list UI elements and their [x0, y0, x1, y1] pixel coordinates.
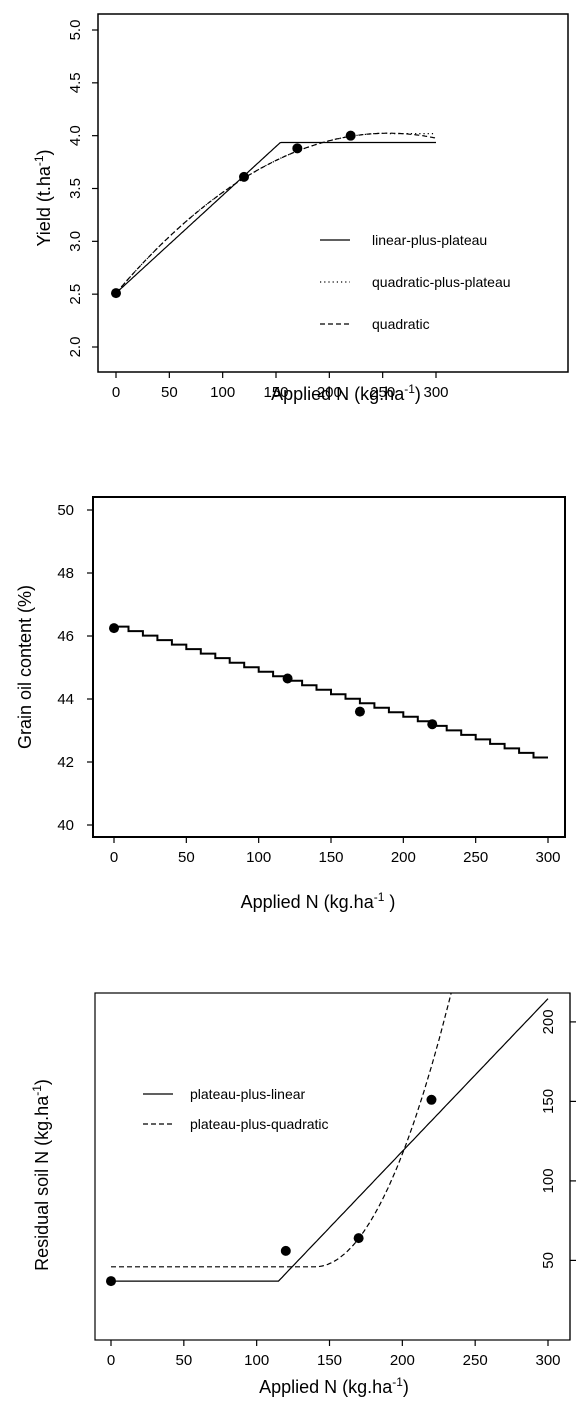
x-tick-label: 300: [535, 1352, 560, 1369]
y-axis-label: Residual soil N (kg.ha-1): [30, 1079, 52, 1271]
data-point: [345, 130, 356, 141]
x-tick-label: 200: [317, 384, 342, 401]
x-axis-label: Applied N (kg.ha-1): [259, 1375, 409, 1397]
y-tick-label: 48: [57, 565, 74, 582]
x-axis-ticks: 0 50 100 150 200 250 300: [112, 372, 449, 401]
x-tick-label: 250: [370, 384, 395, 401]
y-tick-label: 5.0: [67, 20, 84, 41]
y-axis-ticks: 2.0 2.5 3.0 3.5 4.0 4.5 5.0: [67, 20, 98, 358]
y-tick-label: 42: [57, 754, 74, 771]
data-point: [109, 623, 119, 634]
series-line-quadratic-plus-plateau: [115, 132, 436, 294]
x-tick-label: 0: [110, 849, 118, 866]
series-lines: [111, 993, 549, 1282]
legend-label: quadratic: [372, 316, 430, 332]
data-point: [426, 1094, 437, 1105]
legend: linear-plus-plateau quadratic-plus-platea…: [320, 232, 511, 332]
x-tick-label: 150: [263, 384, 288, 401]
x-tick-label: 0: [112, 384, 120, 401]
yield-chart: 0 50 100 150 200 250 300 2.0 2.5 3.0 3.5 4.0 4.5 5.0…: [32, 13, 569, 404]
x-tick-label: 50: [175, 1352, 192, 1369]
x-axis-ticks: 0 50 100 150 200 250 300: [110, 837, 561, 866]
x-tick-label: 50: [178, 849, 195, 866]
series-line-fit: [114, 625, 548, 759]
data-point: [239, 171, 249, 182]
legend-label: plateau-plus-linear: [190, 1086, 306, 1102]
observed-points: [109, 623, 438, 730]
x-tick-label: 200: [391, 849, 416, 866]
series-lines: [114, 625, 548, 759]
grain-oil-chart: 0 50 100 150 200 250 300 40 42 44 46 48 50 Applied …: [15, 496, 566, 912]
data-point: [353, 1233, 364, 1244]
y-tick-label: 150: [540, 1089, 557, 1114]
y-axis-ticks: 50 100 150 200: [540, 1009, 576, 1269]
x-tick-label: 100: [210, 384, 235, 401]
data-point: [292, 143, 303, 154]
data-point: [427, 719, 438, 730]
plot-frame: [92, 496, 566, 838]
y-tick-label: 2.5: [67, 284, 84, 305]
y-axis-label: Grain oil content (%): [15, 585, 35, 749]
data-point: [280, 1245, 291, 1256]
series-lines: [115, 132, 437, 294]
series-line-plateau-plus-quadratic: [111, 993, 452, 1268]
y-axis-ticks: 40 42 44 46 48 50: [57, 502, 93, 834]
data-point: [282, 673, 293, 684]
y-tick-label: 3.5: [67, 178, 84, 199]
x-tick-label: 200: [390, 1352, 415, 1369]
y-tick-label: 2.0: [67, 337, 84, 358]
y-tick-label: 40: [57, 817, 74, 834]
plot-frame: [97, 13, 569, 373]
y-tick-label: 4.5: [67, 72, 84, 93]
legend: plateau-plus-linear plateau-plus-quadrati…: [143, 1086, 329, 1132]
data-point: [106, 1276, 116, 1287]
y-tick-label: 3.0: [67, 231, 84, 252]
x-axis-label: Applied N (kg.ha-1 ): [241, 890, 396, 912]
legend-label: quadratic-plus-plateau: [372, 274, 511, 290]
legend-label: plateau-plus-quadratic: [190, 1116, 329, 1132]
y-tick-label: 200: [540, 1009, 557, 1034]
y-tick-label: 4.0: [67, 125, 84, 146]
x-tick-label: 0: [107, 1352, 115, 1369]
residual-soil-n-chart: 0 50 100 150 200 250 300 50 100 150 200 plateau-p…: [30, 992, 576, 1397]
series-line-plateau-plus-linear: [111, 998, 549, 1282]
data-point: [111, 288, 121, 299]
x-tick-label: 150: [318, 849, 343, 866]
x-tick-label: 150: [317, 1352, 342, 1369]
observed-points: [111, 130, 356, 299]
y-axis-label: Yield (t.ha-1): [32, 149, 54, 246]
y-tick-label: 46: [57, 628, 74, 645]
x-tick-label: 250: [463, 1352, 488, 1369]
y-tick-label: 100: [540, 1168, 557, 1193]
x-tick-label: 250: [463, 849, 488, 866]
series-line-linear-plus-plateau: [115, 141, 436, 294]
data-point: [354, 706, 365, 717]
x-tick-label: 50: [161, 384, 178, 401]
plot-frame: [94, 992, 571, 1341]
x-axis-ticks: 0 50 100 150 200 250 300: [107, 1340, 561, 1369]
y-tick-label: 44: [57, 691, 74, 708]
y-tick-label: 50: [57, 502, 74, 519]
x-tick-label: 100: [244, 1352, 269, 1369]
y-tick-label: 50: [540, 1252, 557, 1269]
x-tick-label: 100: [246, 849, 271, 866]
x-axis-label: Applied N (kg.ha-1): [271, 382, 421, 404]
x-tick-label: 300: [423, 384, 448, 401]
observed-points: [106, 1094, 437, 1287]
series-line-quadratic: [115, 132, 437, 294]
legend-label: linear-plus-plateau: [372, 232, 487, 248]
x-tick-label: 300: [535, 849, 560, 866]
